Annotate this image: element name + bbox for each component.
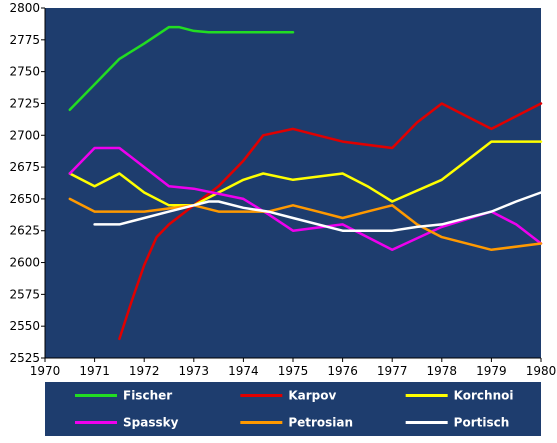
plot-area [45, 8, 541, 358]
legend-box [45, 382, 541, 436]
legend: Fischer Karpov Korchnoi Spassky Petrosian Por… [75, 389, 513, 430]
x-tick-label: 1975 [278, 364, 309, 378]
y-tick-label: 2725 [9, 96, 40, 110]
legend-item-fischer: Fischer [75, 389, 172, 403]
legend-item-petrosian: Petrosian [240, 416, 353, 430]
y-tick-label: 2575 [9, 287, 40, 301]
legend-item-spassky: Spassky [75, 416, 179, 430]
y-tick-label: 2525 [9, 351, 40, 365]
x-tick-label: 1976 [327, 364, 358, 378]
legend-label: Korchnoi [454, 389, 514, 403]
x-tick-label: 1970 [30, 364, 61, 378]
series-layer [68, 25, 543, 341]
series-line-karpov [118, 102, 543, 341]
axes: 2525 2550 2575 2600 2625 2650 2675 2700 2725 2750… [9, 1, 556, 378]
x-tick-label: 1972 [129, 364, 160, 378]
series-line-petrosian [68, 197, 543, 252]
y-tick-label: 2800 [9, 1, 40, 15]
y-tick-label: 2675 [9, 160, 40, 174]
y-tick-label: 2625 [9, 224, 40, 238]
series-line-fischer [68, 25, 295, 112]
y-tick-label: 2650 [9, 192, 40, 206]
series-line-portisch [93, 191, 543, 232]
y-tick-label: 2700 [9, 128, 40, 142]
x-tick-label: 1978 [427, 364, 458, 378]
x-tick-label: 1979 [476, 364, 507, 378]
legend-label: Fischer [123, 389, 172, 403]
legend-item-portisch: Portisch [405, 416, 510, 430]
legend-item-korchnoi: Korchnoi [405, 389, 514, 403]
x-tick-label: 1971 [79, 364, 110, 378]
y-tick-label: 2750 [9, 65, 40, 79]
series-line-korchnoi [68, 140, 543, 207]
x-tick-label: 1974 [228, 364, 259, 378]
legend-item-karpov: Karpov [240, 389, 336, 403]
y-tick-label: 2775 [9, 33, 40, 47]
legend-label: Petrosian [288, 416, 353, 430]
y-tick-label: 2550 [9, 319, 40, 333]
legend-label: Karpov [288, 389, 336, 403]
y-tick-label: 2600 [9, 256, 40, 270]
x-tick-label: 1977 [377, 364, 408, 378]
legend-label: Spassky [123, 416, 179, 430]
x-tick-label: 1973 [179, 364, 210, 378]
legend-label: Portisch [454, 416, 510, 430]
x-tick-label: 1980 [526, 364, 557, 378]
